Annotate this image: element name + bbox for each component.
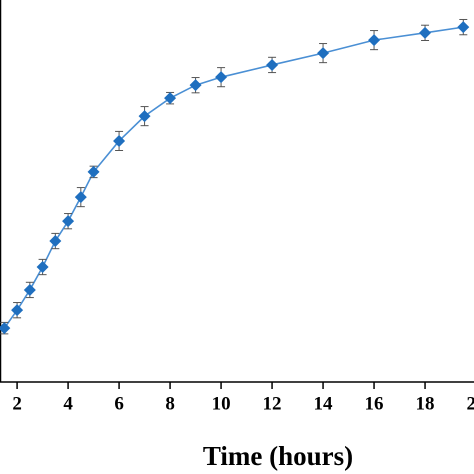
marker [138,110,151,123]
x-tick-label: 18 [416,393,435,414]
marker [87,165,100,178]
marker [189,79,202,92]
marker [23,283,36,296]
x-tick-label: 6 [114,393,124,414]
series-line [3,26,464,329]
marker [49,235,62,248]
marker [419,26,432,39]
marker [368,34,381,47]
x-tick-label: 2 [12,393,22,414]
x-axis-title: Time (hours) [203,441,353,471]
x-tick-label: 12 [263,393,282,414]
x-tick-label: 10 [212,393,231,414]
marker [164,92,177,105]
marker [11,304,24,317]
marker [62,215,75,228]
x-tick-label: 16 [365,393,384,414]
marker [36,261,49,274]
x-tick-label: 4 [63,393,73,414]
marker [0,322,11,335]
x-tick-label: 8 [165,393,175,414]
x-tick-label: 14 [314,393,334,414]
marker [215,71,228,84]
marker [113,134,126,147]
marker [317,47,330,60]
marker [457,21,470,34]
x-tick-label: 20 [467,393,474,414]
marker [74,191,87,204]
marker [266,58,279,71]
